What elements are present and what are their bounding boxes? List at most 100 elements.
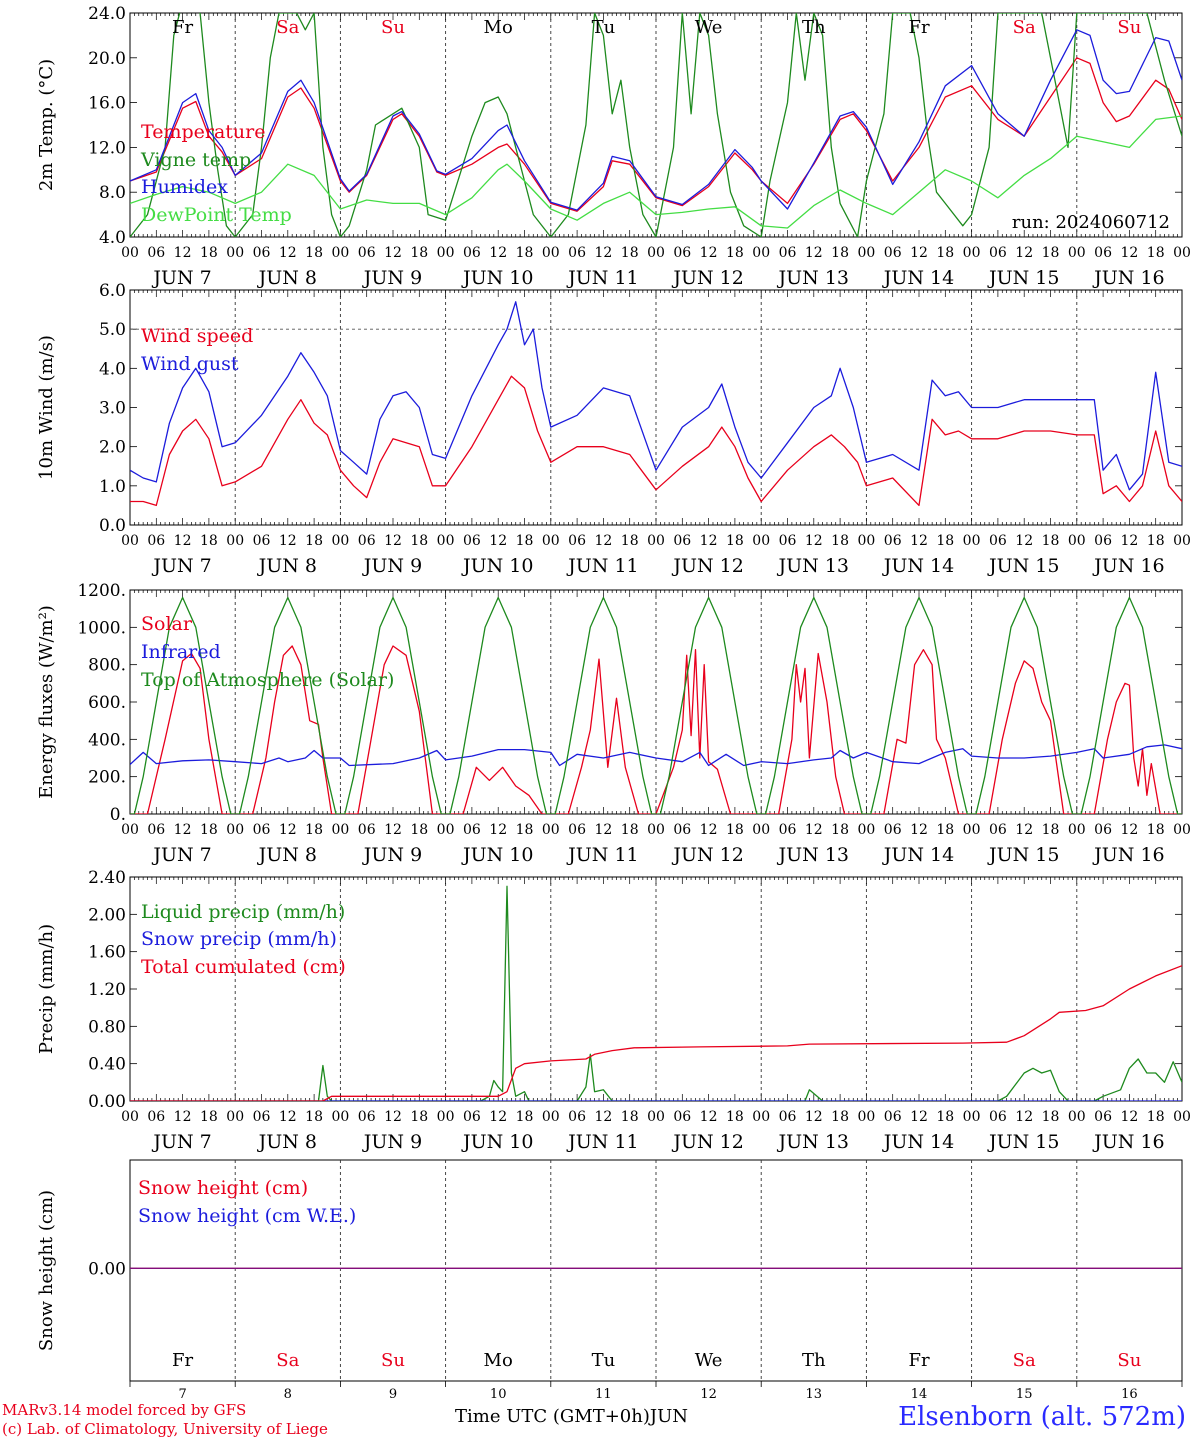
hour-tick-label: 12 xyxy=(594,245,612,261)
legend-entry: Temperature xyxy=(141,121,265,143)
series-line-infrared xyxy=(130,744,1182,767)
hour-tick-label: 00 xyxy=(542,1109,560,1125)
hour-tick-label: 06 xyxy=(884,533,902,549)
date-label: JUN 9 xyxy=(362,844,422,866)
day-of-week-label: Sa xyxy=(276,1350,299,1371)
hour-tick-label: 18 xyxy=(726,245,744,261)
day-of-week-label: Su xyxy=(381,17,405,38)
hour-tick-label: 18 xyxy=(831,533,849,549)
date-label: JUN 9 xyxy=(362,267,422,289)
hour-tick-label: 00 xyxy=(752,533,770,549)
day-of-week-label: Su xyxy=(1117,17,1141,38)
y-tick-label: 1200. xyxy=(77,581,126,601)
date-label: JUN 8 xyxy=(257,844,317,866)
hour-tick-label: 12 xyxy=(279,822,297,838)
legend-entry: Infrared xyxy=(141,641,221,663)
hour-tick-label: 18 xyxy=(936,533,954,549)
hour-tick-label: 12 xyxy=(805,533,823,549)
hour-tick-label: 18 xyxy=(516,822,534,838)
day-number-label: 8 xyxy=(284,1387,292,1402)
hour-tick-label: 00 xyxy=(647,245,665,261)
hour-tick-label: 00 xyxy=(1173,533,1191,549)
day-of-week-label: Th xyxy=(802,1350,826,1371)
hour-tick-label: 18 xyxy=(200,245,218,261)
hour-tick-label: 18 xyxy=(410,1109,428,1125)
hour-tick-label: 00 xyxy=(226,533,244,549)
y-tick-label: 600. xyxy=(88,693,126,713)
hour-tick-label: 18 xyxy=(1147,1109,1165,1125)
date-label: JUN 13 xyxy=(777,1131,849,1153)
date-label: JUN 8 xyxy=(257,1131,317,1153)
date-label: JUN 10 xyxy=(461,1131,533,1153)
hour-tick-label: 06 xyxy=(1094,245,1112,261)
date-label: JUN 14 xyxy=(882,267,954,289)
y-tick-label: 1.0 xyxy=(99,477,126,497)
hour-tick-label: 06 xyxy=(673,822,691,838)
y-axis-title: Precip (mm/h) xyxy=(36,924,57,1054)
hour-tick-label: 12 xyxy=(489,1109,507,1125)
hour-tick-label: 18 xyxy=(936,245,954,261)
hour-tick-label: 18 xyxy=(410,245,428,261)
date-label: JUN 16 xyxy=(1092,844,1164,866)
plot-frame xyxy=(129,589,1183,815)
hour-tick-label: 00 xyxy=(226,1109,244,1125)
hour-tick-label: 06 xyxy=(463,533,481,549)
hour-tick-label: 18 xyxy=(516,533,534,549)
y-tick-label: 800. xyxy=(88,656,126,676)
hour-tick-label: 00 xyxy=(331,245,349,261)
y-tick-label: 4.0 xyxy=(99,359,126,379)
date-label: JUN 12 xyxy=(671,555,743,577)
date-label: JUN 8 xyxy=(257,555,317,577)
day-of-week-label: Tu xyxy=(592,1350,616,1371)
y-tick-label: 0.40 xyxy=(88,1055,126,1075)
series-line-wind-gust xyxy=(130,301,1182,491)
day-of-week-label: Sa xyxy=(1013,17,1036,38)
run-label: run: 2024060712 xyxy=(1012,212,1170,233)
hour-tick-label: 00 xyxy=(437,533,455,549)
hour-tick-label: 00 xyxy=(121,533,139,549)
y-tick-label: 1.20 xyxy=(88,980,126,1000)
date-label: JUN 11 xyxy=(566,267,638,289)
legend-entry: Liquid precip (mm/h) xyxy=(141,901,345,923)
hour-tick-label: 18 xyxy=(516,1109,534,1125)
y-axis-title: Energy fluxes (W/m²) xyxy=(36,605,57,799)
hour-tick-label: 12 xyxy=(1015,533,1033,549)
date-label: JUN 11 xyxy=(566,844,638,866)
hour-tick-label: 00 xyxy=(437,822,455,838)
y-tick-label: 4.0 xyxy=(99,228,126,248)
date-label: JUN 7 xyxy=(151,1131,211,1153)
hour-tick-label: 18 xyxy=(305,822,323,838)
hour-tick-label: 18 xyxy=(516,245,534,261)
panel-1: 4.0 8.0 12.0 16.0 20.0 24.0 2m Temp. (°C) Tempe… xyxy=(36,4,1191,289)
hour-tick-label: 00 xyxy=(857,245,875,261)
hour-tick-label: 12 xyxy=(489,245,507,261)
date-label: JUN 16 xyxy=(1092,555,1164,577)
hour-tick-label: 00 xyxy=(647,1109,665,1125)
y-tick-label: 400. xyxy=(88,730,126,750)
date-label: JUN 7 xyxy=(151,844,211,866)
hour-tick-label: 06 xyxy=(358,822,376,838)
y-tick-label: 2.0 xyxy=(99,438,126,458)
hour-tick-label: 12 xyxy=(489,533,507,549)
hour-tick-label: 12 xyxy=(1015,1109,1033,1125)
day-number-label: 11 xyxy=(595,1387,612,1402)
hour-tick-label: 12 xyxy=(700,1109,718,1125)
hour-tick-label: 12 xyxy=(910,533,928,549)
hour-tick-label: 00 xyxy=(331,1109,349,1125)
date-label: JUN 16 xyxy=(1092,1131,1164,1153)
station-name: Elsenborn (alt. 572m) xyxy=(898,1402,1186,1432)
day-of-week-label: Th xyxy=(802,17,826,38)
hour-tick-label: 06 xyxy=(1094,533,1112,549)
hour-tick-label: 12 xyxy=(1120,1109,1138,1125)
hour-tick-label: 12 xyxy=(174,245,192,261)
legend-entry: Snow height (cm) xyxy=(138,1177,308,1199)
y-tick-label: 8.0 xyxy=(99,183,126,203)
hour-tick-label: 00 xyxy=(752,822,770,838)
hour-tick-label: 00 xyxy=(331,533,349,549)
hour-tick-label: 12 xyxy=(489,822,507,838)
plot-area xyxy=(130,596,1182,814)
date-label: JUN 9 xyxy=(362,555,422,577)
series-line-liquid-precip-mm-h xyxy=(130,885,1182,1101)
day-number-label: 9 xyxy=(389,1387,397,1402)
